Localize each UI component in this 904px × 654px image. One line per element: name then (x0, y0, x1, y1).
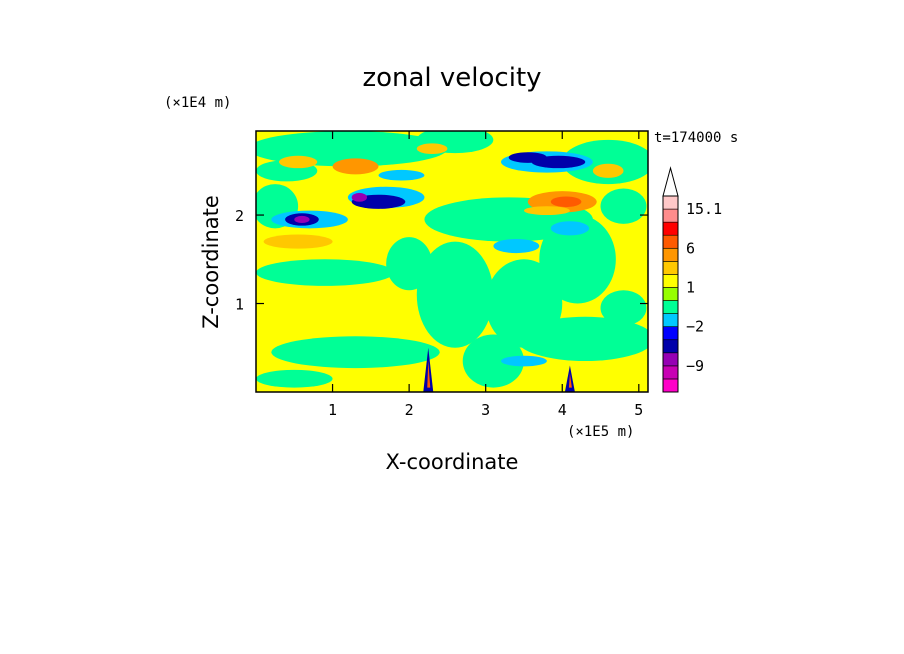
colorbar-swatch (662, 287, 679, 301)
colorbar-label: 15.1 (686, 200, 722, 218)
contour-region (271, 336, 440, 369)
colorbar-swatch (662, 352, 679, 367)
x-tick-label: 1 (328, 401, 337, 419)
plume-core (568, 373, 572, 388)
y-tick-label: 1 (235, 296, 244, 314)
contour-region (592, 163, 624, 178)
contour-region (562, 139, 648, 185)
contour-region (386, 237, 433, 291)
contour-region (416, 241, 494, 348)
colorbar-swatch (662, 339, 679, 354)
colorbar-swatch (662, 221, 679, 236)
contour-region (550, 221, 590, 236)
colorbar-label: 6 (686, 239, 695, 257)
colorbar-swatch (662, 274, 679, 288)
contour-field (256, 131, 648, 392)
x-tick-label: 3 (481, 401, 490, 419)
contour-region (550, 196, 582, 208)
y-tick-label: 2 (235, 207, 244, 225)
colorbar-swatch (662, 300, 679, 314)
contour-region (263, 234, 333, 249)
contour-region (278, 155, 318, 169)
colorbar-swatch (662, 208, 679, 223)
contour-region (531, 155, 586, 169)
contour-region (378, 169, 425, 181)
colorbar: 15.1 6 1 −2 −9 (662, 166, 722, 393)
contour-region (501, 355, 547, 367)
x-axis: 1 2 3 4 5 (328, 131, 643, 419)
contour-region (256, 369, 333, 388)
contour-region (600, 290, 647, 326)
contour-region (539, 215, 616, 304)
colorbar-label: −2 (686, 318, 704, 336)
colorbar-swatch (662, 326, 679, 341)
contour-region (294, 215, 310, 224)
contour-region (416, 143, 448, 155)
colorbar-swatch (662, 378, 679, 393)
contour-region (493, 238, 540, 254)
chart-title: zonal velocity (362, 63, 541, 93)
colorbar-extend-arrow (662, 166, 679, 197)
x-axis-label: X-coordinate (386, 450, 519, 474)
contour-region (256, 259, 394, 286)
colorbar-swatch (662, 365, 679, 380)
colorbar-label: −9 (686, 357, 704, 375)
contour-region (351, 192, 368, 202)
y-axis-label: Z-coordinate (199, 195, 223, 329)
colorbar-swatch (662, 313, 679, 327)
plot-frame (255, 130, 649, 393)
colorbar-swatch (662, 195, 679, 210)
colorbar-swatch (662, 247, 679, 262)
contour-region (600, 188, 647, 224)
colorbar-swatch (662, 234, 679, 249)
x-multiplier-label: (×1E5 m) (567, 424, 634, 440)
plume-core (427, 361, 431, 388)
x-tick-label: 5 (634, 401, 643, 419)
time-label: t=174000 s (654, 130, 738, 146)
y-multiplier-label: (×1E4 m) (164, 95, 231, 111)
y-axis: 12 (235, 207, 648, 314)
contour-region (332, 158, 379, 175)
contour-region (462, 334, 524, 388)
colorbar-swatch (662, 261, 679, 275)
x-tick-label: 4 (558, 401, 567, 419)
colorbar-label: 1 (686, 278, 695, 296)
colorbar-frame (662, 195, 679, 393)
contour-region (516, 316, 648, 362)
contour-region (523, 206, 570, 216)
x-tick-label: 2 (405, 401, 414, 419)
